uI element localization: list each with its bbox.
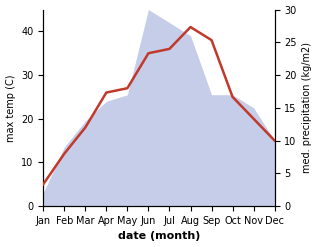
Y-axis label: med. precipitation (kg/m2): med. precipitation (kg/m2) xyxy=(302,42,313,173)
Y-axis label: max temp (C): max temp (C) xyxy=(5,74,16,142)
X-axis label: date (month): date (month) xyxy=(118,231,200,242)
